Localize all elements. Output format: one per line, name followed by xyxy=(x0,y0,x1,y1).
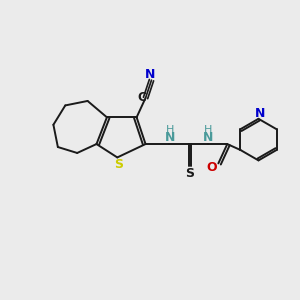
Text: N: N xyxy=(255,107,265,120)
Text: H: H xyxy=(166,125,174,135)
Text: N: N xyxy=(145,68,155,81)
Text: H: H xyxy=(204,125,213,135)
Text: S: S xyxy=(114,158,123,171)
Text: S: S xyxy=(185,167,194,180)
Text: C: C xyxy=(138,91,146,104)
Text: N: N xyxy=(165,131,175,144)
Text: N: N xyxy=(203,131,214,144)
Text: O: O xyxy=(206,161,217,174)
